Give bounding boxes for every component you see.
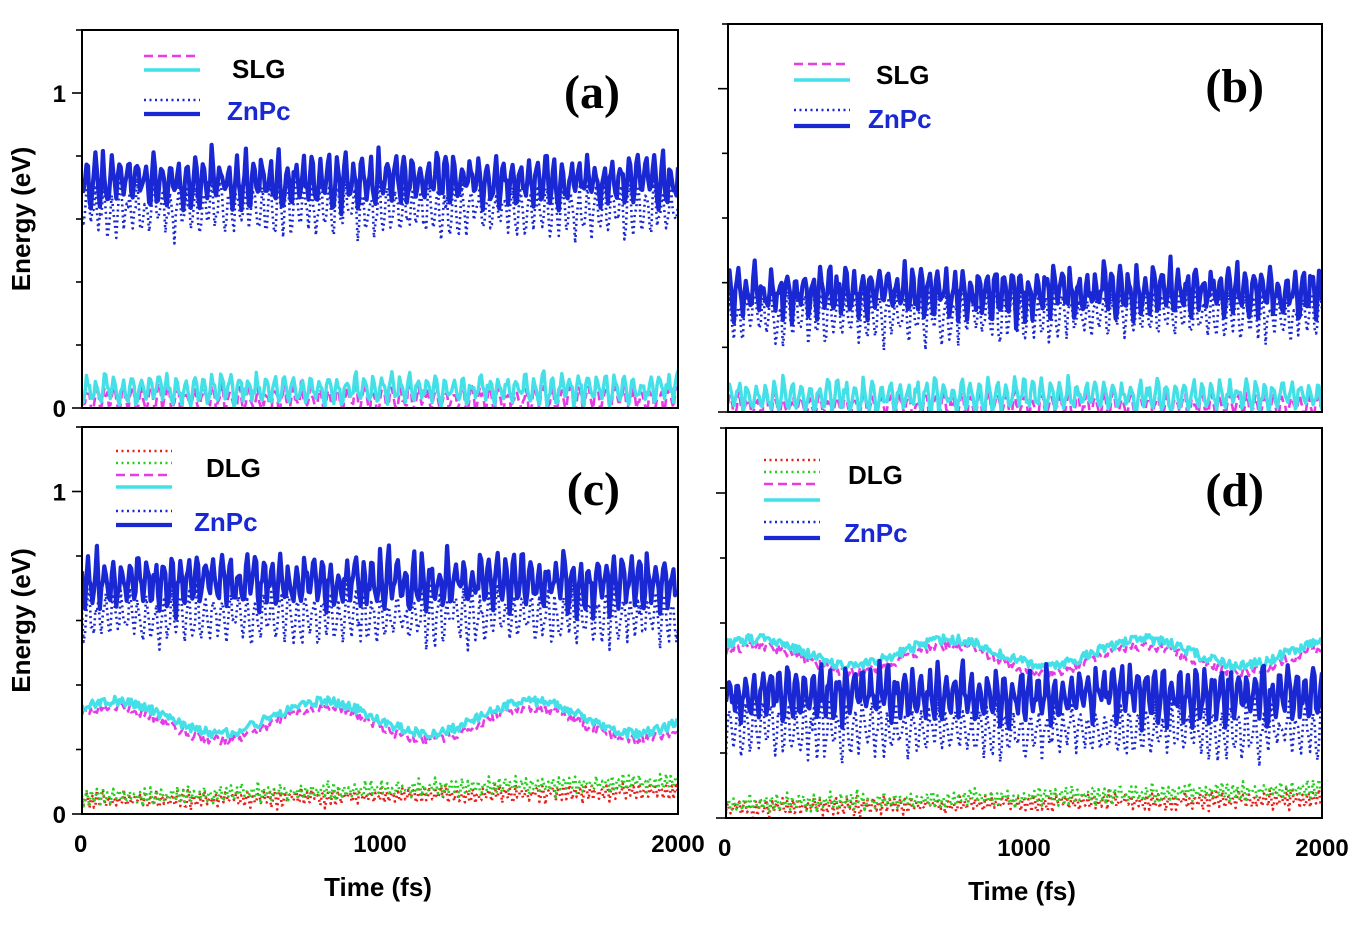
series-line-1 — [82, 377, 678, 408]
panel-c: 0 1 0 1000 2000 Energy (eV) Time (fs) (c) DLG ZnP… — [6, 426, 705, 902]
panel-a: 0 1 Energy (eV) (a) SLG ZnPc — [6, 29, 679, 423]
x-axis-title: Time (fs) — [324, 872, 432, 902]
x-tick-label: 2000 — [651, 831, 704, 858]
x-tick-label: 1000 — [353, 831, 406, 858]
x-tick-label: 2000 — [1295, 835, 1348, 862]
legend-label-1: DLG — [206, 453, 261, 483]
legend-label-1: SLG — [232, 54, 285, 84]
y-tick-label: 1 — [53, 480, 66, 507]
y-tick-label: 0 — [53, 396, 66, 423]
legend-label-2: ZnPc — [844, 518, 908, 548]
legend: DLG ZnPc — [116, 449, 261, 537]
series-line-3 — [728, 277, 1322, 352]
y-tick-label: 0 — [53, 802, 66, 829]
legend-label-1: SLG — [876, 60, 929, 90]
legend-label-2: ZnPc — [227, 96, 291, 126]
panel-label: (d) — [1205, 464, 1264, 517]
legend-label-1: DLG — [848, 460, 903, 490]
series-line-6 — [726, 658, 1322, 733]
y-axis-title: Energy (eV) — [6, 147, 36, 292]
x-axis-title: Time (fs) — [968, 876, 1076, 906]
panel-label: (a) — [564, 66, 620, 119]
series-group — [82, 142, 678, 408]
series-line-4 — [726, 632, 1322, 672]
series-line-2 — [728, 373, 1322, 412]
series-line-1 — [726, 786, 1322, 818]
legend: DLG ZnPc — [764, 458, 908, 548]
legend-label-2: ZnPc — [868, 104, 932, 134]
legend: SLG ZnPc — [144, 54, 291, 126]
series-group — [728, 254, 1322, 412]
series-line-1 — [82, 781, 678, 812]
series-line-4 — [82, 142, 678, 217]
y-tick-label: 1 — [53, 81, 66, 108]
legend: SLG ZnPc — [794, 60, 932, 134]
panel-label: (b) — [1205, 60, 1264, 113]
legend-label-2: ZnPc — [194, 507, 258, 537]
series-line-2 — [82, 772, 678, 808]
series-group — [726, 632, 1322, 818]
panel-b: (b) SLG ZnPc — [718, 23, 1323, 413]
series-line-4 — [82, 694, 678, 740]
series-line-2 — [82, 369, 678, 408]
series-line-2 — [726, 778, 1322, 815]
series-line-4 — [728, 254, 1322, 331]
panel-d: 0 1000 2000 Time (fs) (d) DLG ZnPc — [716, 427, 1349, 906]
x-tick-label: 1000 — [997, 835, 1050, 862]
x-tick-label: 0 — [74, 831, 87, 858]
y-axis-title: Energy (eV) — [6, 548, 36, 693]
series-line-6 — [82, 543, 678, 622]
series-group — [82, 543, 678, 812]
x-tick-label: 0 — [718, 835, 731, 862]
panel-label: (c) — [567, 463, 620, 516]
series-line-3 — [82, 701, 678, 746]
